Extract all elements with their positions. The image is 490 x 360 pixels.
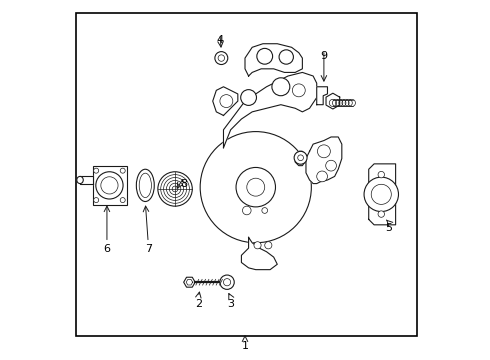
Text: 7: 7: [145, 244, 152, 254]
Circle shape: [220, 95, 233, 108]
Circle shape: [294, 151, 307, 164]
Circle shape: [364, 177, 398, 212]
Circle shape: [378, 211, 385, 217]
Polygon shape: [295, 151, 306, 166]
Circle shape: [317, 171, 327, 182]
Circle shape: [94, 168, 98, 173]
Text: 8: 8: [180, 179, 188, 189]
Circle shape: [101, 177, 118, 194]
Circle shape: [215, 51, 228, 64]
Circle shape: [293, 84, 305, 97]
Circle shape: [247, 178, 265, 196]
Circle shape: [158, 172, 192, 206]
Polygon shape: [223, 72, 317, 148]
Text: 9: 9: [320, 51, 327, 61]
Circle shape: [220, 275, 234, 289]
Polygon shape: [368, 164, 395, 225]
Polygon shape: [80, 176, 93, 184]
Circle shape: [94, 198, 98, 203]
Circle shape: [243, 206, 251, 215]
Circle shape: [262, 208, 268, 213]
Text: 3: 3: [227, 299, 234, 309]
Circle shape: [236, 167, 275, 207]
Circle shape: [298, 155, 303, 161]
Polygon shape: [326, 93, 340, 109]
Circle shape: [96, 172, 123, 199]
Circle shape: [279, 50, 294, 64]
Ellipse shape: [136, 169, 154, 202]
Polygon shape: [184, 277, 195, 287]
Polygon shape: [306, 137, 342, 184]
Text: 5: 5: [385, 224, 392, 233]
Text: 2: 2: [195, 299, 202, 309]
Bar: [93, 166, 126, 205]
Circle shape: [200, 132, 311, 243]
Circle shape: [265, 242, 272, 249]
Circle shape: [254, 242, 261, 249]
Polygon shape: [317, 87, 327, 105]
Polygon shape: [245, 44, 302, 76]
Circle shape: [218, 55, 224, 61]
Circle shape: [223, 279, 231, 286]
Text: 4: 4: [216, 35, 223, 45]
Text: 1: 1: [242, 341, 248, 351]
Circle shape: [272, 78, 290, 96]
Circle shape: [318, 145, 330, 158]
Circle shape: [120, 168, 125, 173]
Text: 6: 6: [103, 244, 110, 254]
Circle shape: [120, 198, 125, 203]
Polygon shape: [213, 87, 238, 116]
Circle shape: [371, 184, 392, 204]
Circle shape: [257, 48, 272, 64]
Ellipse shape: [77, 176, 83, 184]
Circle shape: [326, 160, 337, 171]
Circle shape: [241, 90, 256, 105]
Polygon shape: [242, 237, 277, 270]
Ellipse shape: [139, 173, 151, 198]
Circle shape: [378, 171, 385, 178]
